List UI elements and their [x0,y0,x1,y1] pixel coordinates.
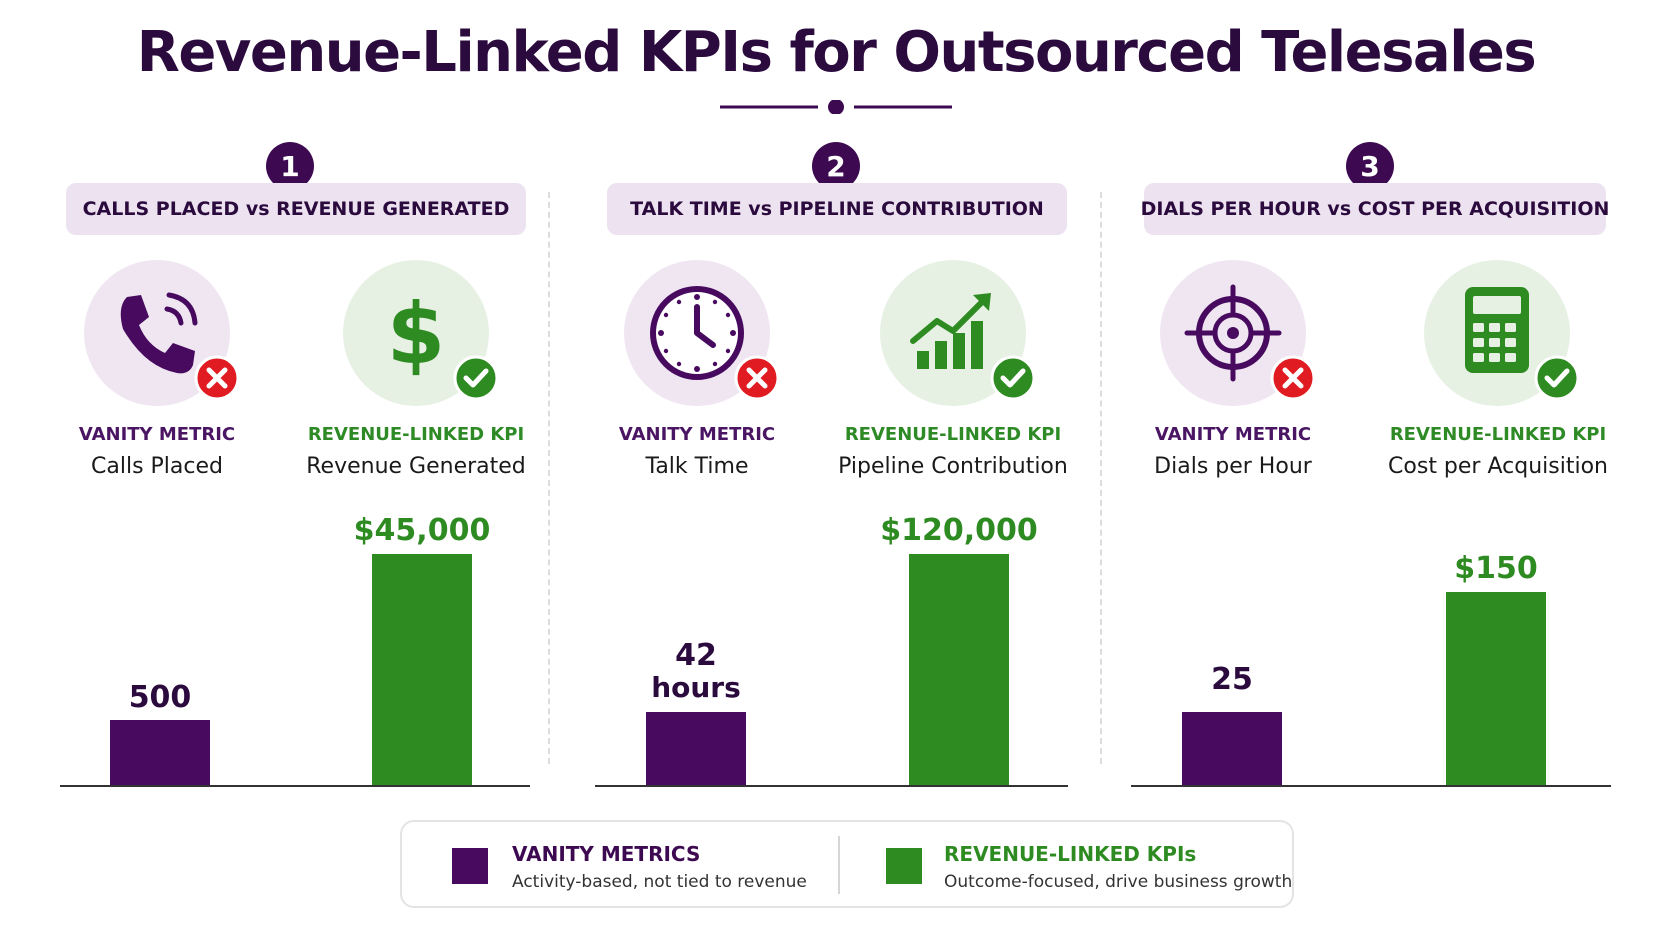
page-title: Revenue-Linked KPIs for Outsourced Teles… [136,20,1537,85]
checkmark-icon [453,355,499,401]
x-mark-icon [734,355,780,401]
vanity-category-label: VANITY METRIC [78,424,236,445]
revenue-bar-value-label: $150 [1454,551,1538,586]
revenue-category-label: REVENUE-LINKED KPI [844,424,1062,445]
revenue-icon-block: $ [343,260,499,406]
revenue-legend-title: REVENUE-LINKED KPIs [944,842,1197,866]
revenue-legend-swatch [886,848,922,884]
panel-divider-2 [1100,192,1102,764]
revenue-icon-block [1424,260,1580,406]
checkmark-icon [990,355,1036,401]
revenue-metric-name: Revenue Generated [306,454,526,479]
revenue-bar-value-label: $45,000 [354,513,491,548]
growth-chart-icon [910,293,991,369]
revenue-metric-name: Pipeline Contribution [838,454,1068,479]
x-mark-icon [1270,355,1316,401]
clock-icon [650,286,744,380]
panel-divider-1 [548,192,550,764]
comparison-bar-chart: 500 $45,000 [60,513,530,787]
x-mark-icon [194,355,240,401]
revenue-bar [909,554,1009,786]
panel-heading: TALK TIME vs PIPELINE CONTRIBUTION [607,183,1067,235]
revenue-legend-description: Outcome-focused, drive business growth [944,872,1293,892]
legend: VANITY METRICS Activity-based, not tied … [400,820,1294,908]
phone-icon [120,292,198,374]
panel-heading: CALLS PLACED vs REVENUE GENERATED [66,183,526,235]
vanity-bar-value-label: 500 [129,680,192,715]
comparison-bar-chart: 25 $150 [1131,551,1611,787]
panel-calls-vs-revenue: 1 CALLS PLACED vs REVENUE GENERATED $ VA… [0,0,537,790]
svg-text:$: $ [387,285,445,383]
panel-dials-vs-cpa: 3 DIALS PER HOUR vs COST PER ACQUISITION [1074,0,1611,790]
vanity-legend-description: Activity-based, not tied to revenue [512,872,807,892]
panel-talk-vs-pipeline: 2 TALK TIME vs PIPELINE CONTRIBUTION [537,0,1074,790]
vanity-bar [646,712,746,786]
vanity-category-label: VANITY METRIC [618,424,776,445]
revenue-category-label: REVENUE-LINKED KPI [1389,424,1607,445]
revenue-metric-name: Cost per Acquisition [1388,454,1608,479]
vanity-metric-name: Talk Time [645,454,749,479]
comparison-bar-chart: 42 hours $120,000 [595,513,1068,787]
calculator-icon [1465,287,1529,373]
panel-number-badge: 2 [812,142,860,190]
vanity-bar [1182,712,1282,786]
vanity-legend-title: VANITY METRICS [512,842,701,866]
panel-number-badge: 3 [1346,142,1394,190]
vanity-metric-name: Dials per Hour [1154,454,1312,479]
vanity-bar-value-label: 42 [675,638,717,673]
vanity-icon-block [624,260,780,406]
revenue-bar-value-label: $120,000 [880,513,1038,548]
revenue-bar [372,554,472,786]
panel-heading: DIALS PER HOUR vs COST PER ACQUISITION [1141,183,1609,235]
revenue-icon-block [880,260,1036,406]
panel-number-badge: 1 [266,142,314,190]
vanity-metric-name: Calls Placed [91,454,223,479]
legend-separator [838,836,840,894]
vanity-category-label: VANITY METRIC [1154,424,1312,445]
checkmark-icon [1534,355,1580,401]
vanity-bar-value-label: 25 [1211,662,1253,697]
title-underline-ornament [720,100,952,114]
vanity-bar [110,720,210,786]
revenue-bar [1446,592,1546,786]
vanity-bar-unit-label: hours [651,671,741,704]
dollar-icon: $ [387,285,445,383]
vanity-legend-swatch [452,848,488,884]
vanity-icon-block [84,260,240,406]
vanity-icon-block [1160,260,1316,406]
revenue-category-label: REVENUE-LINKED KPI [307,424,525,445]
target-icon [1184,284,1282,382]
